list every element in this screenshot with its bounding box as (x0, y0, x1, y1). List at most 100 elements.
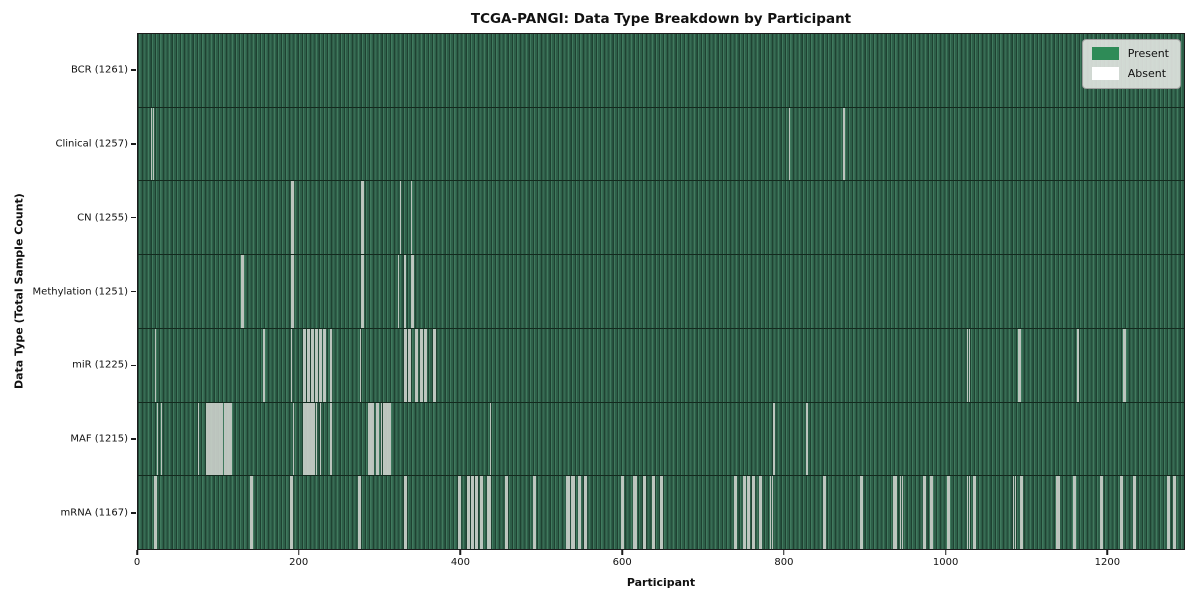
absent-line (860, 476, 862, 550)
absent-line (385, 402, 388, 476)
absent-line (221, 402, 224, 476)
x-tick-mark (621, 550, 623, 555)
absent-line (661, 476, 664, 550)
absent-line (410, 255, 413, 328)
heatmap-row-methylation (138, 255, 1184, 329)
absent-line (472, 476, 475, 550)
absent-line (304, 328, 306, 402)
absent-line (806, 402, 808, 476)
absent-line (357, 476, 360, 550)
absent-line (228, 402, 230, 476)
absent-line (360, 255, 363, 328)
heatmap-row-clinical (138, 107, 1184, 182)
absent-line (220, 402, 222, 476)
absent-line (901, 476, 903, 550)
absent-line (408, 328, 410, 402)
absent-line (217, 402, 219, 476)
absent-line (225, 402, 227, 476)
x-tick-label: 200 (289, 557, 309, 568)
absent-line (409, 328, 412, 402)
absent-line (1072, 476, 1075, 550)
absent-line (652, 476, 654, 550)
absent-line (584, 476, 586, 550)
absent-line (359, 476, 361, 550)
absent-line (302, 328, 305, 402)
absent-line (389, 402, 391, 476)
absent-line (410, 181, 413, 255)
absent-line (735, 476, 737, 550)
absent-line (534, 476, 536, 550)
heatmap-row-mir (138, 328, 1184, 403)
absent-line (205, 402, 208, 476)
absent-line (1168, 476, 1171, 550)
absent-line (467, 476, 469, 550)
absent-line (505, 476, 507, 550)
absent-line (1017, 328, 1020, 402)
absent-line (382, 402, 385, 476)
absent-line (230, 402, 232, 476)
absent-line (207, 402, 209, 476)
absent-line (155, 476, 158, 550)
absent-line (824, 476, 827, 550)
absent-line (251, 476, 254, 550)
absent-line (1120, 476, 1122, 550)
y-tick-label: CN (1255) (77, 212, 128, 224)
absent-line (489, 402, 492, 476)
absent-line (929, 476, 932, 550)
absent-line (1012, 476, 1015, 550)
y-tick-label: Methylation (1251) (32, 286, 128, 297)
absent-line (743, 476, 745, 550)
absent-swatch (1091, 67, 1119, 80)
chart-title: TCGA-PANGI: Data Type Breakdown by Parti… (470, 11, 852, 27)
absent-line (154, 328, 157, 402)
x-tick-mark (783, 550, 785, 555)
absent-line (924, 476, 927, 550)
x-tick-label: 800 (774, 557, 794, 568)
absent-line (404, 476, 406, 550)
absent-line (974, 476, 977, 550)
absent-line (946, 476, 949, 550)
absent-line (475, 476, 477, 550)
x-tick-label: 1000 (932, 557, 959, 568)
absent-line (376, 402, 378, 476)
absent-line (733, 476, 736, 550)
absent-line (752, 476, 754, 550)
absent-line (565, 476, 568, 550)
absent-line (506, 476, 509, 550)
absent-line (197, 402, 200, 476)
absent-line (291, 476, 293, 550)
absent-line (1077, 328, 1079, 402)
absent-line (1172, 476, 1175, 550)
absent-line (315, 402, 318, 476)
absent-line (309, 402, 311, 476)
absent-line (1174, 476, 1176, 550)
absent-line (242, 255, 244, 328)
absent-line (218, 402, 221, 476)
absent-line (487, 476, 489, 550)
absent-line (320, 328, 322, 402)
absent-line (635, 476, 638, 550)
absent-line (404, 255, 406, 328)
heatmap-row-mrna (138, 476, 1184, 550)
absent-line (568, 476, 571, 550)
absent-line (372, 402, 375, 476)
absent-line (322, 328, 325, 402)
absent-line (290, 181, 293, 255)
absent-line (330, 402, 332, 476)
absent-line (414, 328, 417, 402)
absent-line (634, 476, 636, 550)
absent-line (567, 476, 569, 550)
legend-present-label: Present (1127, 47, 1169, 60)
absent-line (432, 328, 435, 402)
absent-line (966, 328, 969, 402)
x-tick-mark (297, 550, 300, 555)
absent-line (573, 476, 575, 550)
absent-line (643, 476, 645, 550)
absent-line (1100, 476, 1102, 550)
absent-line (1014, 476, 1016, 550)
y-tick-mark (131, 143, 136, 145)
absent-line (369, 402, 372, 476)
absent-line (1074, 476, 1076, 550)
present-swatch (1091, 47, 1119, 60)
absent-line (368, 402, 370, 476)
